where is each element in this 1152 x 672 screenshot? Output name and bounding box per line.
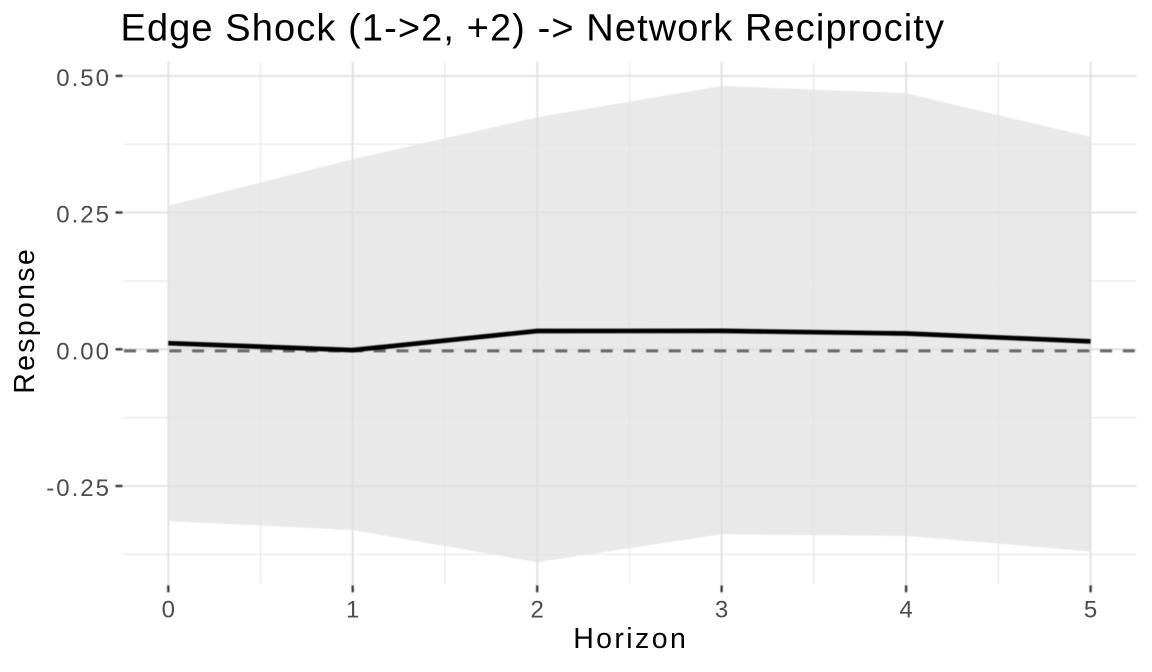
svg-text:Response: Response — [9, 247, 41, 394]
svg-text:5: 5 — [1084, 597, 1097, 624]
svg-text:Horizon: Horizon — [573, 623, 688, 655]
svg-text:1: 1 — [346, 597, 359, 624]
svg-text:3: 3 — [715, 597, 728, 624]
svg-text:Edge Shock (1->2, +2) -> Netwo: Edge Shock (1->2, +2) -> Network Recipro… — [121, 8, 946, 50]
svg-text:4: 4 — [899, 597, 912, 624]
svg-text:0.50: 0.50 — [56, 65, 111, 92]
svg-text:0.25: 0.25 — [56, 202, 111, 229]
svg-text:0: 0 — [162, 597, 175, 624]
svg-text:0.00: 0.00 — [56, 339, 111, 366]
svg-text:2: 2 — [531, 597, 544, 624]
svg-text:-0.25: -0.25 — [46, 475, 111, 502]
